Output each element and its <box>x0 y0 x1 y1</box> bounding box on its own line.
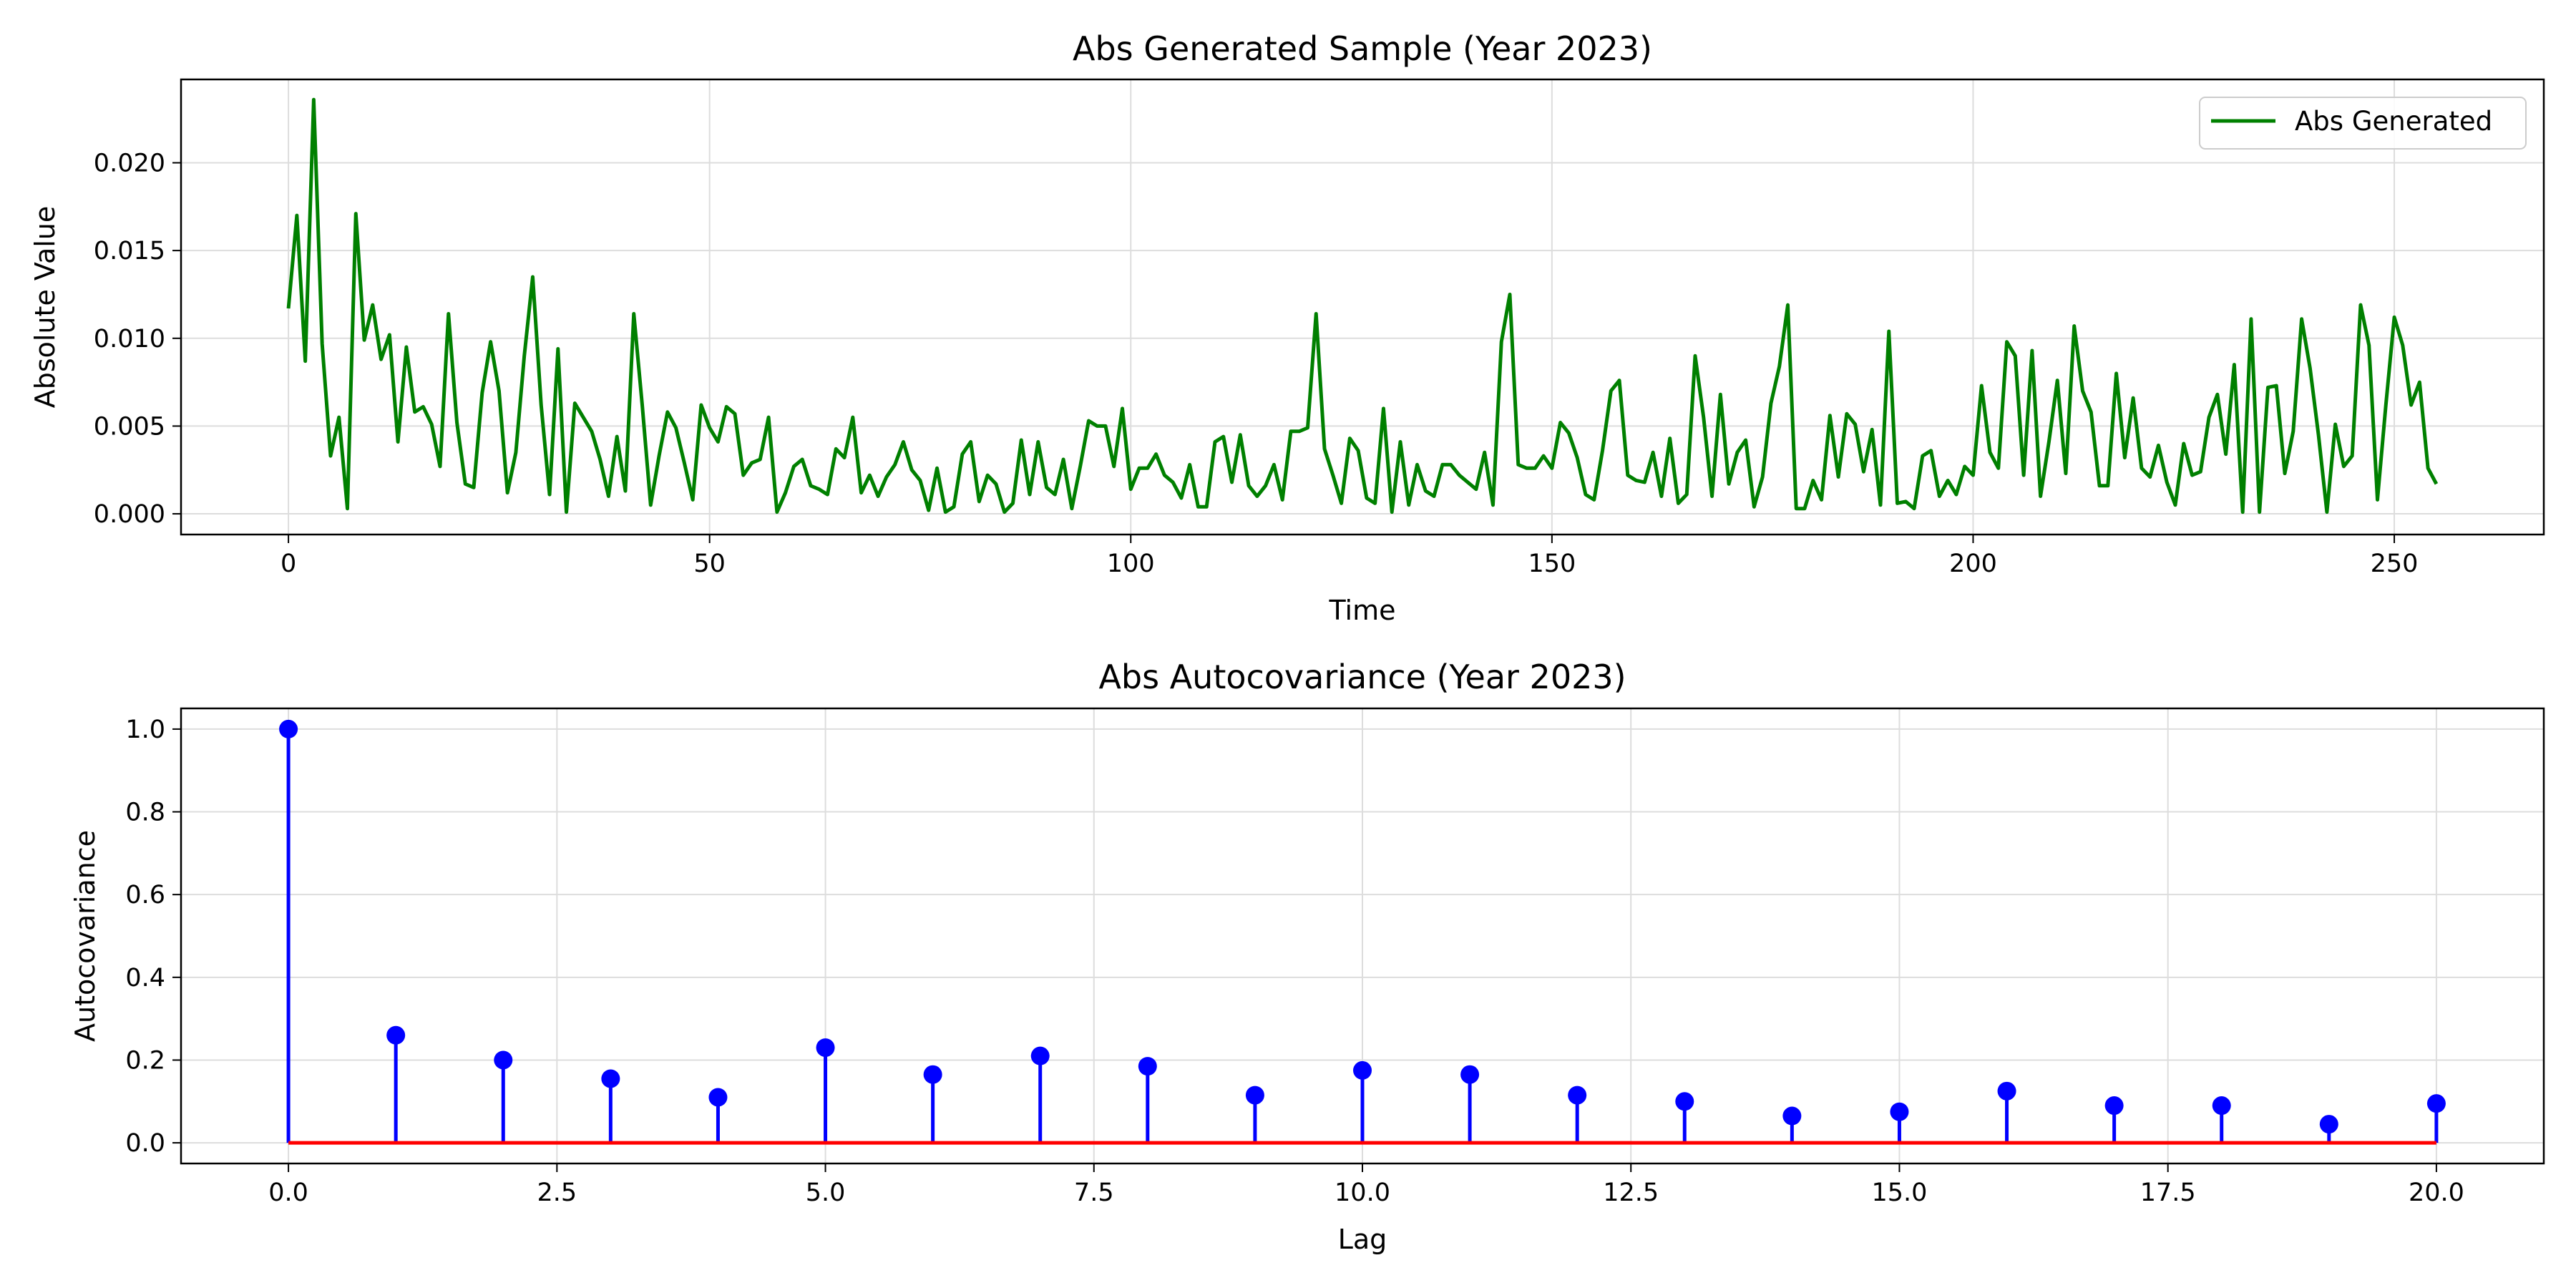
stem-marker <box>1353 1060 1372 1080</box>
y-tick-label: 1.0 <box>125 716 165 744</box>
line-series-abs-generated <box>286 97 2439 514</box>
x-tick-label: 250 <box>2371 550 2419 578</box>
legend-label: Abs Generated <box>2295 106 2492 137</box>
y-tick-label: 0.6 <box>125 881 165 909</box>
stem-marker <box>1245 1085 1264 1105</box>
stem-marker <box>923 1065 942 1084</box>
legend: Abs Generated <box>2199 97 2527 150</box>
stem-marker <box>816 1038 835 1058</box>
stem-marker <box>2426 1094 2446 1113</box>
stem-marker <box>601 1069 620 1088</box>
data-series <box>279 719 2446 1145</box>
stem-marker <box>1890 1102 1909 1121</box>
x-tick-label: 50 <box>693 550 726 578</box>
x-tick-label: 200 <box>1949 550 1997 578</box>
plot-frame <box>180 78 2545 536</box>
x-tick-label: 5.0 <box>806 1179 846 1207</box>
chart-title: Abs Generated Sample (Year 2023) <box>1073 29 1652 68</box>
y-tick-label: 0.000 <box>94 500 165 529</box>
y-tick-label: 0.8 <box>125 799 165 827</box>
x-tick-label: 0 <box>280 550 296 578</box>
x-tick-label: 10.0 <box>1335 1179 1390 1207</box>
y-tick-label: 0.020 <box>94 150 165 178</box>
y-tick-label: 0.2 <box>125 1046 165 1075</box>
stem-marker <box>1138 1057 1157 1076</box>
stem-marker <box>1568 1085 1587 1105</box>
x-tick-label: 0.0 <box>268 1179 308 1207</box>
stem-marker <box>494 1050 513 1070</box>
y-axis-label: Absolute Value <box>29 206 61 409</box>
axis-ticks: 0.0 2.5 5.0 7.5 10.0 12.5 15.0 17.5 20.0 0.0 0.2 0.… <box>125 716 2464 1207</box>
x-tick-label: 100 <box>1107 550 1155 578</box>
stem-marker <box>708 1088 728 1107</box>
stem-marker <box>1460 1065 1480 1084</box>
x-axis-label: Time <box>1329 595 1396 626</box>
stem-marker <box>1675 1092 1694 1111</box>
data-series <box>286 97 2439 514</box>
axis-ticks: 0 50 100 150 200 250 0.000 0.005 0.010 0.015 0.020 <box>94 150 2419 578</box>
x-tick-label: 15.0 <box>1871 1179 1927 1207</box>
y-tick-label: 0.0 <box>125 1129 165 1158</box>
grid-lines <box>181 79 2544 535</box>
y-axis-label: Autocovariance <box>69 830 101 1042</box>
y-tick-label: 0.005 <box>94 412 165 441</box>
x-tick-label: 150 <box>1528 550 1576 578</box>
line-chart-abs-generated: 0 50 100 150 200 250 0.000 0.005 0.010 0.015 0.020… <box>29 29 2545 626</box>
stem-marker <box>2212 1096 2231 1116</box>
y-tick-label: 0.015 <box>94 237 165 265</box>
y-tick-label: 0.010 <box>94 325 165 353</box>
x-tick-label: 12.5 <box>1603 1179 1659 1207</box>
stem-marker <box>2104 1096 2124 1116</box>
stem-marker <box>2319 1115 2338 1134</box>
stem-marker <box>1030 1046 1050 1065</box>
stem-marker <box>1997 1081 2016 1101</box>
x-axis-label: Lag <box>1338 1224 1387 1255</box>
stem-marker <box>386 1025 406 1045</box>
legend-box <box>2199 97 2527 150</box>
x-tick-label: 17.5 <box>2140 1179 2196 1207</box>
y-tick-label: 0.4 <box>125 964 165 992</box>
x-tick-label: 20.0 <box>2409 1179 2464 1207</box>
stem-chart-abs-autocovariance: 0.0 2.5 5.0 7.5 10.0 12.5 15.0 17.5 20.0 0.0 0.2 0.… <box>69 658 2545 1255</box>
stem-marker <box>279 719 298 738</box>
chart-title: Abs Autocovariance (Year 2023) <box>1098 658 1626 696</box>
stem-marker <box>1782 1106 1802 1126</box>
x-tick-label: 2.5 <box>537 1179 577 1207</box>
x-tick-label: 7.5 <box>1074 1179 1114 1207</box>
